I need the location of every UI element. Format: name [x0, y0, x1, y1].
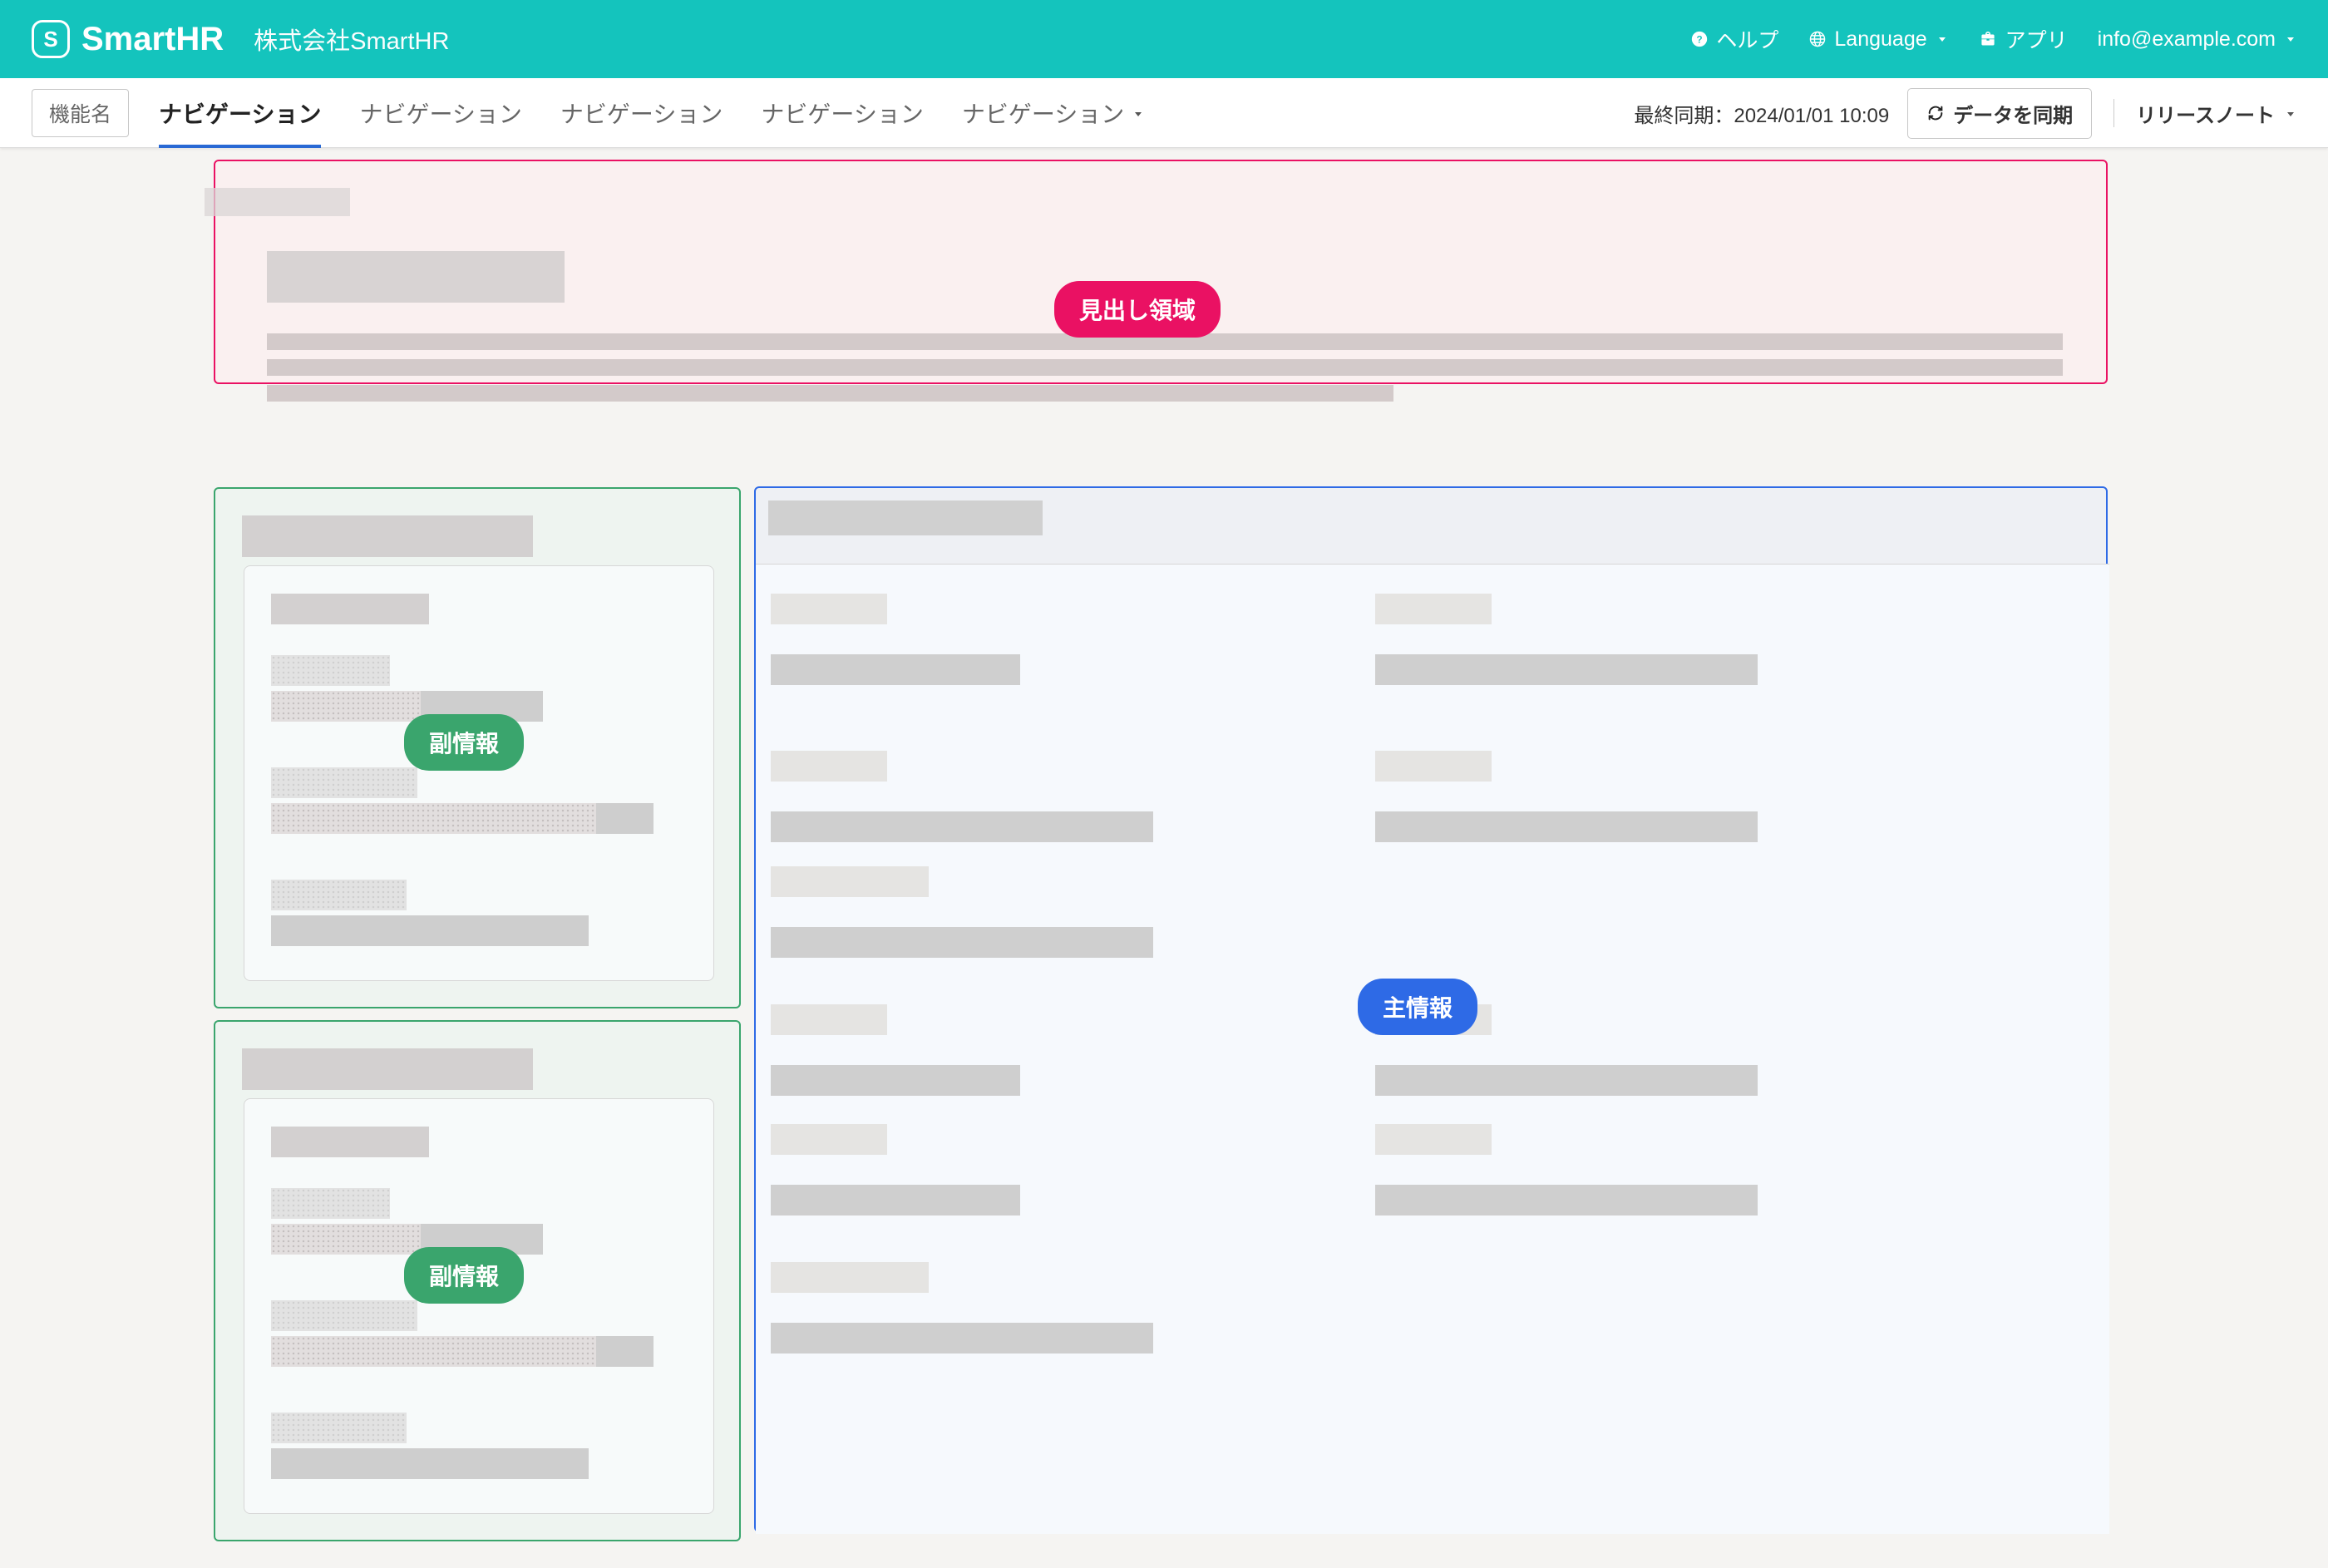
svg-text:?: ?	[1697, 34, 1703, 46]
